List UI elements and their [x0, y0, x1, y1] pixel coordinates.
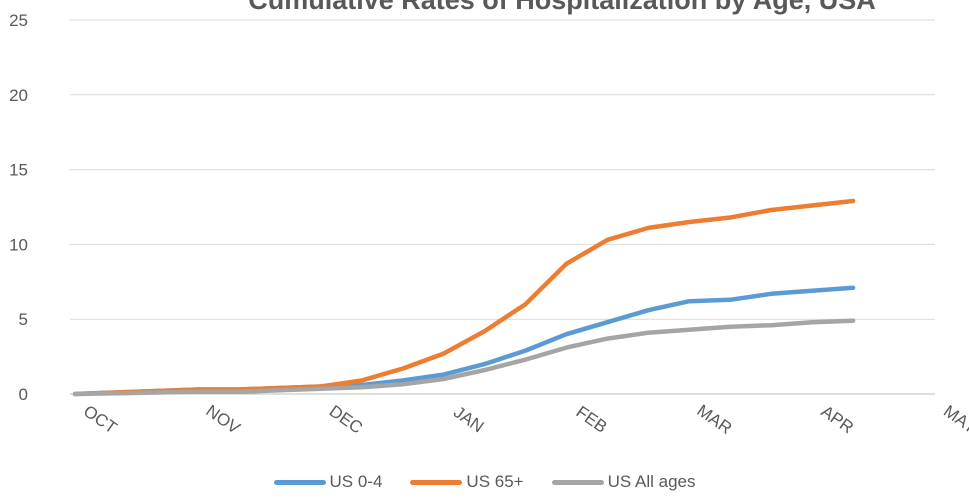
legend-swatch [410, 479, 463, 485]
x-tick-label: NOV [202, 401, 244, 438]
legend-swatch [551, 479, 604, 485]
x-tick-label: JAN [450, 402, 487, 436]
legend-item: US 65+ [410, 472, 524, 492]
gridlines [70, 19, 935, 395]
y-tick-label: 0 [19, 385, 28, 404]
x-tick-label: DEC [326, 401, 366, 437]
y-tick-label: 20 [9, 86, 28, 105]
x-tick-label: APR [818, 402, 858, 438]
legend: US 0-4 US 65+ US All ages [0, 472, 969, 492]
series-line [72, 318, 856, 397]
series-lines [72, 198, 856, 397]
x-tick-label: OCT [80, 401, 120, 437]
y-axis-ticks: 0 5 10 15 20 25 [9, 11, 28, 404]
legend-item: US 0-4 [273, 472, 383, 492]
series-line [72, 198, 856, 397]
x-tick-label: MAR [694, 401, 736, 438]
x-tick-label: MAY [940, 402, 969, 438]
y-tick-label: 15 [9, 161, 28, 180]
legend-label: US 0-4 [329, 472, 383, 491]
y-tick-label: 5 [19, 310, 28, 329]
legend-label: US 65+ [466, 472, 524, 491]
legend-item: US All ages [551, 472, 696, 492]
chart-title: Cumulative Rates of Hospitalization by A… [248, 0, 876, 15]
legend-label: US All ages [607, 472, 696, 491]
legend-swatch [273, 479, 326, 485]
y-tick-label: 10 [9, 235, 28, 254]
chart: 0 5 10 15 20 25 OCT NOV DEC JAN FEB MAR APR MAY Cumu… [9, 0, 969, 438]
x-axis-ticks: OCT NOV DEC JAN FEB MAR APR MAY [80, 401, 969, 438]
x-tick-label: FEB [573, 402, 611, 437]
y-tick-label: 25 [9, 11, 28, 30]
